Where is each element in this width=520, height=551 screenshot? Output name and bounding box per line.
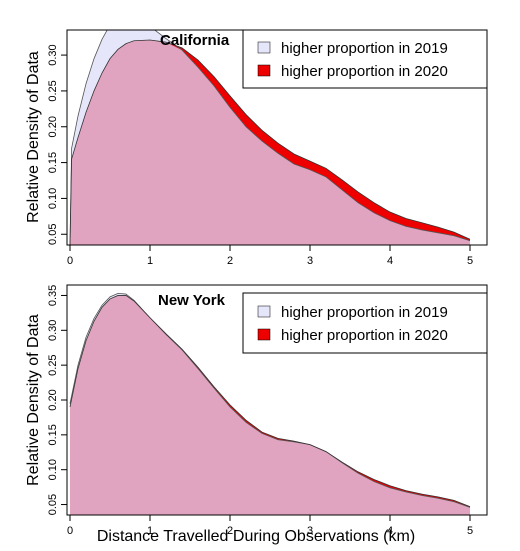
- legend-label-2020: higher proportion in 2020: [281, 63, 448, 80]
- y-tick-label: 0.05: [47, 224, 59, 245]
- legend: higher proportion in 2019 higher proport…: [242, 292, 488, 354]
- y-tick-label: 0.15: [47, 424, 59, 445]
- y-tick-label: 0.20: [47, 389, 59, 410]
- legend-label-2019: higher proportion in 2019: [281, 304, 448, 321]
- x-tick-label: 4: [387, 255, 393, 267]
- y-axis: 0.05 0.10 0.15 0.20 0.25 0.30 0.35: [47, 285, 67, 515]
- y-tick-label: 0.10: [47, 459, 59, 480]
- legend-swatch-2020: [257, 64, 271, 77]
- legend-swatch-2019: [257, 41, 271, 54]
- x-tick-label: 1: [147, 255, 153, 267]
- line-2019: [69, 292, 471, 508]
- legend-label-2019: higher proportion in 2019: [281, 40, 448, 57]
- y-tick-label: 0.30: [47, 44, 59, 65]
- overlap-area: [70, 295, 470, 515]
- line-2020: [69, 39, 471, 245]
- y-axis-label: Relative Density of Data: [25, 314, 42, 486]
- new-york-marks: [69, 292, 471, 515]
- x-axis-label: Distance Travelled During Observations (…: [97, 528, 415, 545]
- line-2019: [69, 30, 471, 245]
- legend-box: [242, 29, 488, 89]
- y-tick-label: 0.30: [47, 320, 59, 341]
- y-tick-label: 0.25: [47, 80, 59, 101]
- x-tick-label: 1: [147, 525, 153, 537]
- legend-swatch-2020: [257, 328, 271, 341]
- y-axis-label: Relative Density of Data: [25, 51, 42, 223]
- legend-swatch-2019: [257, 305, 271, 318]
- y-tick-label: 0.05: [47, 494, 59, 515]
- x-tick-label: 2: [227, 255, 233, 267]
- legend: higher proportion in 2019 higher proport…: [242, 29, 488, 89]
- overlap-area: [70, 40, 470, 245]
- x-tick-label: 4: [387, 525, 393, 537]
- line-2020: [69, 295, 471, 508]
- california-marks: [69, 30, 471, 245]
- x-tick-label: 3: [307, 525, 313, 537]
- x-axis: 0 1 2 3 4 5: [67, 245, 473, 267]
- new-york-panel: 0.05 0.10 0.15 0.20 0.25 0.30 0.35 0 1 2 3 4 5 Rela…: [25, 284, 488, 545]
- y-tick-label: 0.10: [47, 188, 59, 209]
- y-tick-label: 0.20: [47, 116, 59, 137]
- y-tick-label: 0.15: [47, 152, 59, 173]
- y-axis: 0.05 0.10 0.15 0.20 0.25 0.30: [47, 44, 67, 245]
- x-tick-label: 2: [227, 525, 233, 537]
- y-tick-label: 0.35: [47, 285, 59, 306]
- x-tick-label: 5: [467, 525, 473, 537]
- panel-title: California: [160, 32, 230, 49]
- y-tick-label: 0.25: [47, 354, 59, 375]
- x-axis: 0 1 2 3 4 5: [67, 515, 473, 537]
- california-panel: 0.05 0.10 0.15 0.20 0.25 0.30 0 1 2 3 4 5 Relative…: [25, 29, 488, 267]
- x-tick-label: 0: [67, 525, 73, 537]
- x-tick-label: 0: [67, 255, 73, 267]
- x-tick-label: 5: [467, 255, 473, 267]
- x-tick-label: 3: [307, 255, 313, 267]
- legend-label-2020: higher proportion in 2020: [281, 327, 448, 344]
- legend-box: [242, 292, 488, 354]
- panel-title: New York: [158, 292, 226, 309]
